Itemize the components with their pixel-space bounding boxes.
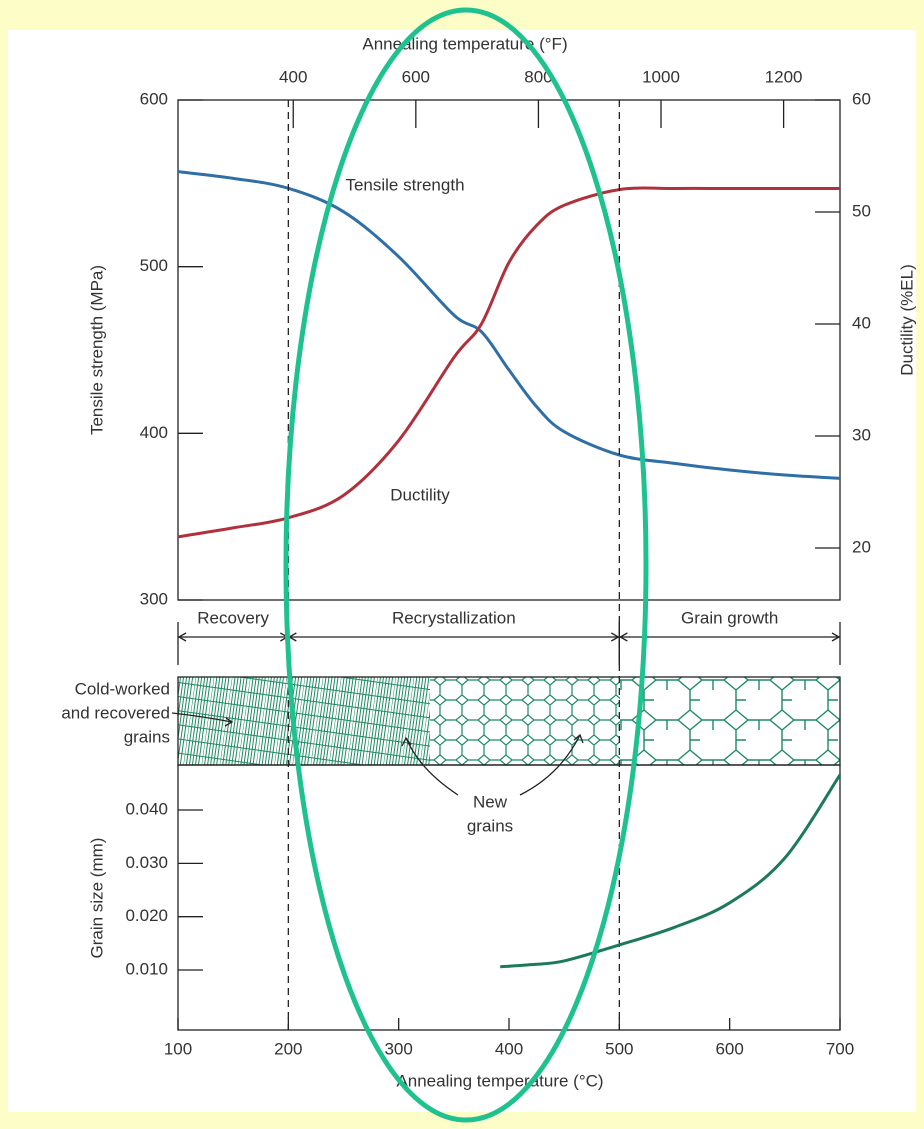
x-tick-label: 600 (715, 1039, 743, 1058)
x-tick-label: 500 (605, 1039, 633, 1058)
y-tick-label: 400 (140, 423, 168, 442)
x-tick-label: 200 (274, 1039, 302, 1058)
x2-tick-label: 400 (279, 67, 307, 86)
x-tick-label: 700 (826, 1039, 854, 1058)
annotation: Cold-worked (75, 679, 170, 698)
x-tick-label: 400 (495, 1039, 523, 1058)
y-axis-title: Tensile strength (MPa) (87, 265, 106, 435)
y2-axis-title: Ductility (%EL) (897, 264, 916, 375)
annotation: grains (124, 727, 170, 746)
curve-label: Tensile strength (345, 175, 464, 194)
region-label: Recovery (197, 608, 269, 627)
x2-tick-label: 1200 (765, 67, 803, 86)
x-tick-label: 300 (384, 1039, 412, 1058)
y2-tick-label: 40 (852, 313, 871, 332)
annotation: New (473, 792, 508, 811)
top-axis-title: Annealing temperature (°F) (362, 34, 567, 53)
y-tick-label: 0.030 (125, 853, 168, 872)
x2-tick-label: 1000 (642, 67, 680, 86)
y2-tick-label: 30 (852, 426, 871, 445)
y2-tick-label: 50 (852, 201, 871, 220)
region-label: Recrystallization (392, 608, 516, 627)
x2-tick-label: 600 (402, 67, 430, 86)
y-tick-label: 300 (140, 589, 168, 608)
y-tick-label: 0.010 (125, 959, 168, 978)
y-tick-label: 600 (140, 89, 168, 108)
x-axis-title: Annealing temperature (°C) (396, 1071, 603, 1090)
annotation: grains (467, 816, 513, 835)
microstructure (178, 677, 840, 765)
region-label: Grain growth (681, 608, 778, 627)
annotation: and recovered (61, 703, 170, 722)
grain-axis-title: Grain size (mm) (87, 838, 106, 959)
y-tick-label: 500 (140, 256, 168, 275)
curve-label: Ductility (390, 485, 450, 504)
x-tick-label: 100 (164, 1039, 192, 1058)
y-tick-label: 0.020 (125, 906, 168, 925)
y2-tick-label: 20 (852, 538, 871, 557)
chart: Annealing temperature (°F) Tensile stren… (0, 0, 924, 1124)
y-tick-label: 0.040 (125, 799, 168, 818)
y2-tick-label: 60 (852, 89, 871, 108)
